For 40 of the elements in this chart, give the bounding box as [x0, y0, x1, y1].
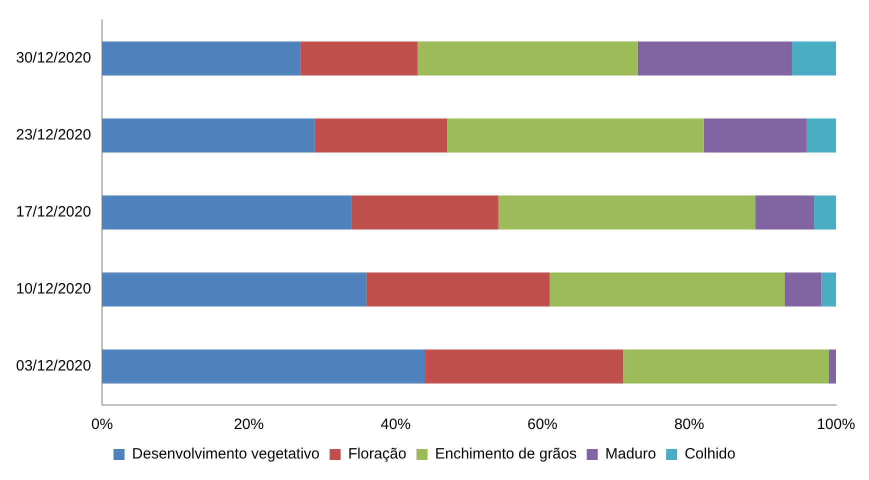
bar [102, 118, 315, 152]
bar [704, 118, 807, 152]
bar [814, 196, 836, 230]
legend-label: Maduro [605, 446, 656, 463]
legend-label: Desenvolvimento vegetativo [132, 446, 320, 463]
bar [755, 196, 814, 230]
bar [366, 272, 550, 306]
bar [314, 118, 448, 152]
bar [784, 272, 822, 306]
y-tick-label: 17/12/2020 [16, 204, 92, 221]
y-tick-label: 23/12/2020 [16, 126, 92, 144]
x-tick-label: 100% [816, 416, 856, 434]
bar [806, 118, 836, 152]
bar [638, 42, 792, 76]
bar [102, 272, 366, 306]
y-tick-label: 10/12/2020 [16, 280, 92, 298]
x-tick-label: 80% [674, 416, 704, 434]
legend-label: Floração [348, 446, 406, 463]
x-tick-label: 60% [527, 416, 558, 434]
x-tick-label: 20% [234, 416, 264, 434]
x-tick-label: 40% [380, 416, 411, 434]
bar [447, 118, 704, 152]
bar [102, 42, 300, 76]
bar [828, 350, 836, 384]
bar [550, 272, 785, 306]
bar [102, 350, 425, 384]
bar [352, 196, 498, 230]
x-tick-label: 0% [91, 416, 113, 434]
bar [821, 272, 836, 306]
bar [425, 350, 624, 384]
legend-label: Colhido [684, 446, 736, 463]
bar [623, 350, 829, 384]
legend-label: Enchimento de grãos [434, 446, 577, 463]
bar [102, 196, 352, 230]
y-tick-label: 30/12/2020 [16, 50, 92, 67]
y-tick-label: 03/12/2020 [16, 358, 92, 375]
bar [418, 42, 638, 76]
bar [498, 196, 756, 230]
bar [792, 42, 836, 76]
bar [300, 42, 418, 76]
